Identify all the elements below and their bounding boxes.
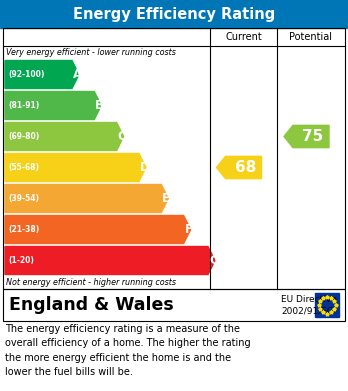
Text: (92-100): (92-100): [8, 70, 45, 79]
Text: E: E: [162, 192, 170, 205]
Text: The energy efficiency rating is a measure of the
overall efficiency of a home. T: The energy efficiency rating is a measur…: [5, 324, 251, 377]
Polygon shape: [5, 246, 215, 274]
Text: B: B: [95, 99, 104, 112]
Text: EU Directive: EU Directive: [281, 295, 337, 304]
Polygon shape: [5, 61, 79, 88]
Text: G: G: [209, 254, 219, 267]
Bar: [3, 289, 345, 321]
Polygon shape: [5, 122, 124, 151]
Bar: [315, 293, 339, 317]
Text: A: A: [73, 68, 82, 81]
Bar: [3, 28, 345, 289]
Text: (39-54): (39-54): [8, 194, 39, 203]
Text: (1-20): (1-20): [8, 256, 34, 265]
Polygon shape: [5, 215, 191, 244]
Text: 75: 75: [302, 129, 324, 144]
Text: Potential: Potential: [290, 32, 332, 42]
Polygon shape: [5, 154, 146, 181]
Text: D: D: [140, 161, 150, 174]
Polygon shape: [5, 91, 101, 120]
Text: 2002/91/EC: 2002/91/EC: [281, 307, 333, 316]
Polygon shape: [216, 156, 261, 179]
Text: Very energy efficient - lower running costs: Very energy efficient - lower running co…: [6, 48, 176, 57]
Polygon shape: [284, 126, 329, 148]
Text: 68: 68: [235, 160, 256, 175]
Polygon shape: [5, 185, 168, 212]
Text: (81-91): (81-91): [8, 101, 39, 110]
Bar: [0, 0, 348, 28]
Text: Energy Efficiency Rating: Energy Efficiency Rating: [73, 7, 275, 22]
Text: (55-68): (55-68): [8, 163, 39, 172]
Text: Not energy efficient - higher running costs: Not energy efficient - higher running co…: [6, 278, 176, 287]
Text: England & Wales: England & Wales: [9, 296, 174, 314]
Text: F: F: [185, 223, 193, 236]
Text: (21-38): (21-38): [8, 225, 39, 234]
Text: (69-80): (69-80): [8, 132, 39, 141]
Text: C: C: [118, 130, 126, 143]
Text: Current: Current: [225, 32, 262, 42]
